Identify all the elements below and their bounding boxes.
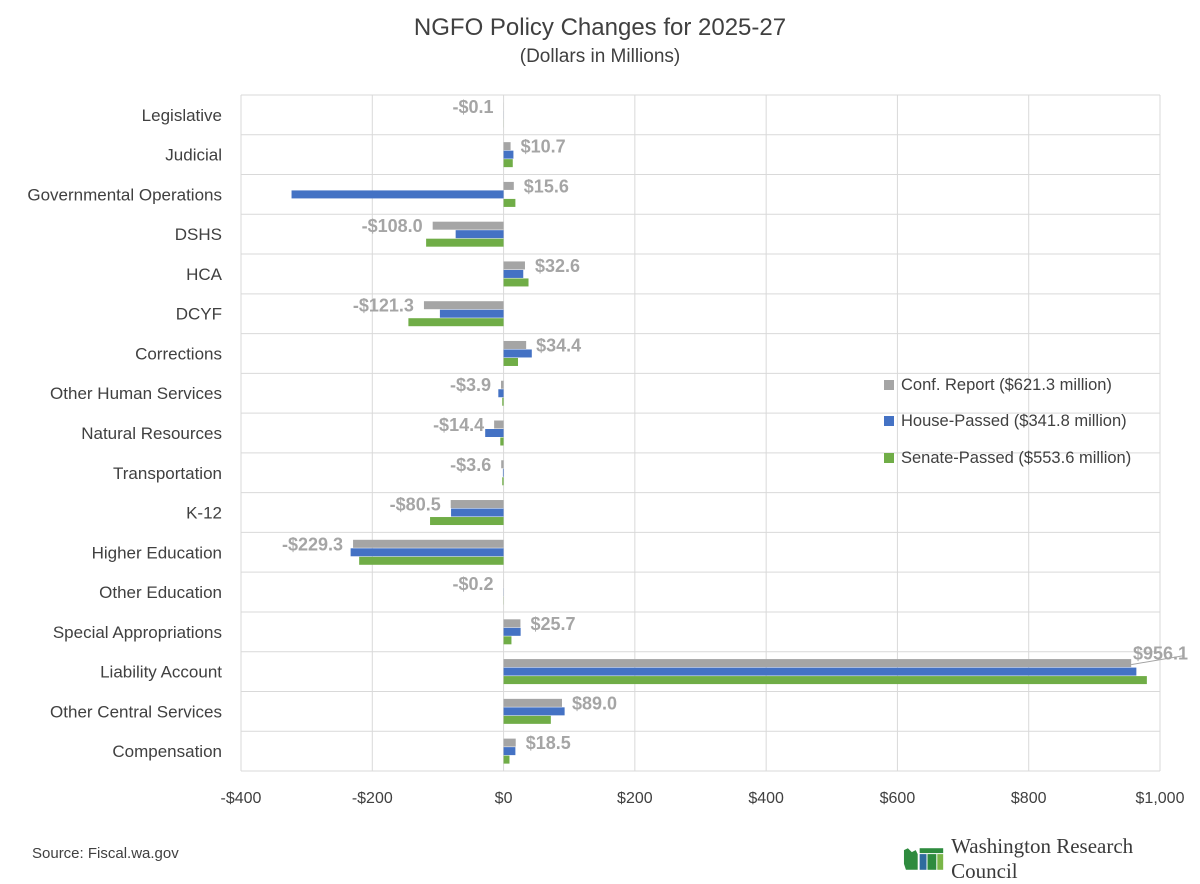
bar <box>504 676 1147 684</box>
data-label: $18.5 <box>526 733 571 753</box>
data-label: -$3.9 <box>450 375 491 395</box>
bar <box>351 548 504 556</box>
data-label: -$0.2 <box>453 574 494 594</box>
bar <box>504 756 510 764</box>
category-label: Judicial <box>165 146 222 165</box>
bar <box>451 500 504 508</box>
x-tick-label: $200 <box>617 790 653 807</box>
bar <box>501 381 504 389</box>
category-label: Transportation <box>113 464 222 483</box>
category-label: HCA <box>186 265 223 284</box>
category-label: Natural Resources <box>81 424 222 443</box>
category-label: Other Human Services <box>50 384 222 403</box>
bar <box>504 747 516 755</box>
category-label: Compensation <box>112 742 222 761</box>
data-label: -$14.4 <box>433 415 484 435</box>
data-label: $25.7 <box>530 614 575 634</box>
washington-state-logo-icon <box>902 846 945 872</box>
x-tick-label: -$400 <box>221 790 262 807</box>
bar <box>485 429 503 437</box>
bar <box>504 261 525 269</box>
legend-swatch <box>884 380 894 390</box>
data-label: $956.1 <box>1133 644 1188 664</box>
bar <box>504 707 565 715</box>
x-tick-label: $800 <box>1011 790 1047 807</box>
x-tick-label: -$200 <box>352 790 393 807</box>
data-label: -$229.3 <box>282 534 343 554</box>
data-label: -$80.5 <box>390 495 441 515</box>
data-label: $10.7 <box>521 137 566 157</box>
bar <box>502 398 503 406</box>
bar <box>430 517 504 525</box>
source-note: Source: Fiscal.wa.gov <box>32 845 179 862</box>
data-label: $89.0 <box>572 693 617 713</box>
logo-text: Washington Research Council <box>951 834 1200 884</box>
bar <box>504 739 516 747</box>
bar <box>426 239 503 247</box>
bar <box>424 301 504 309</box>
bar <box>504 142 511 150</box>
bar <box>504 628 521 636</box>
bar <box>504 278 529 286</box>
bar <box>504 182 514 190</box>
category-label: Higher Education <box>92 543 222 562</box>
legend-label: Senate-Passed ($553.6 million) <box>901 449 1131 467</box>
bar <box>504 716 551 724</box>
bar <box>504 636 512 644</box>
bar <box>494 421 503 429</box>
logo: Washington Research Council <box>902 834 1200 884</box>
data-label: $15.6 <box>524 176 569 196</box>
bar <box>504 619 521 627</box>
legend-swatch <box>884 453 894 463</box>
category-label: Other Central Services <box>50 702 222 721</box>
category-label: Legislative <box>142 106 222 125</box>
data-label: $34.4 <box>536 335 581 355</box>
bar <box>440 310 504 318</box>
legend-swatch <box>884 416 894 426</box>
category-label: K-12 <box>186 504 222 523</box>
data-label: -$121.3 <box>353 296 414 316</box>
bar <box>451 509 504 517</box>
bar <box>504 659 1132 667</box>
legend-label: Conf. Report ($621.3 million) <box>901 376 1112 394</box>
x-tick-label: $400 <box>748 790 784 807</box>
x-tick-label: $1,000 <box>1136 790 1185 807</box>
category-label: Corrections <box>135 344 222 363</box>
category-label: Governmental Operations <box>27 185 222 204</box>
bar <box>504 159 513 167</box>
category-label: DCYF <box>176 305 222 324</box>
bar <box>504 349 532 357</box>
bar <box>433 222 504 230</box>
data-label: -$3.6 <box>450 455 491 475</box>
category-label: DSHS <box>175 225 222 244</box>
data-label: -$108.0 <box>362 216 423 236</box>
category-label: Special Appropriations <box>53 623 222 642</box>
bar <box>503 469 504 477</box>
legend-label: House-Passed ($341.8 million) <box>901 412 1127 430</box>
data-label: $32.6 <box>535 256 580 276</box>
bar <box>504 341 527 349</box>
bar <box>456 230 504 238</box>
bar <box>504 151 514 159</box>
bar <box>504 668 1137 676</box>
category-label: Liability Account <box>100 663 222 682</box>
x-tick-label: $0 <box>495 790 513 807</box>
bar <box>408 318 503 326</box>
bar <box>501 460 503 468</box>
bar <box>292 190 504 198</box>
bar <box>502 477 503 485</box>
x-tick-label: $600 <box>880 790 916 807</box>
category-label: Other Education <box>99 583 222 602</box>
bar <box>359 557 503 565</box>
bar <box>504 358 518 366</box>
bar <box>504 270 524 278</box>
bar <box>498 389 503 397</box>
bar <box>504 199 516 207</box>
bar <box>504 699 562 707</box>
bar <box>353 540 504 548</box>
data-label: -$0.1 <box>453 97 494 117</box>
bar <box>500 438 503 446</box>
